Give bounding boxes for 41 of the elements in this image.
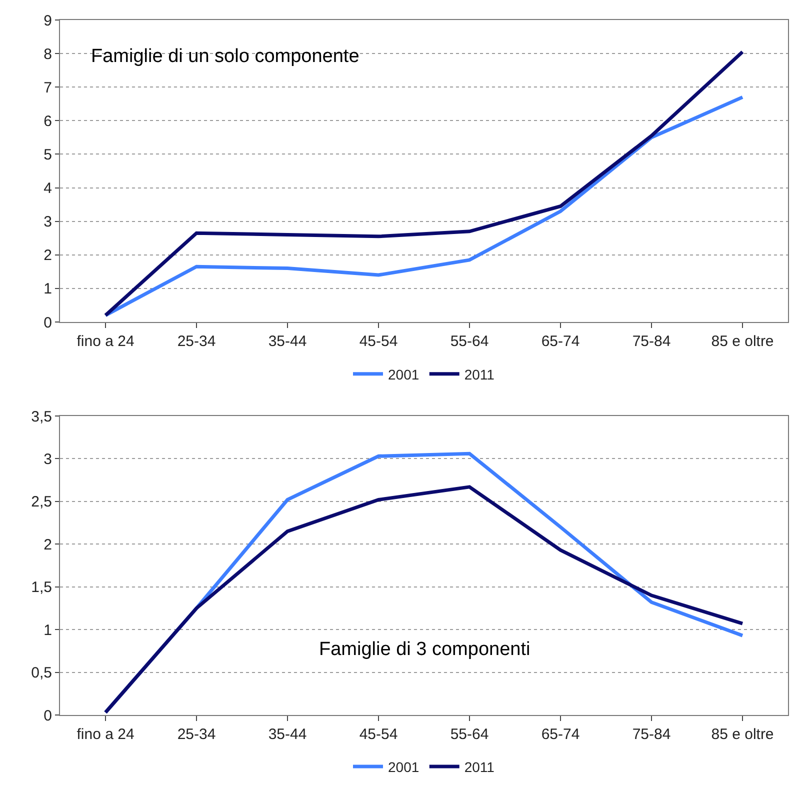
y-tick-label: 9 bbox=[44, 12, 52, 30]
line-series bbox=[104, 95, 744, 318]
y-tick-label: 0 bbox=[44, 707, 52, 724]
y-tick-label: 1,5 bbox=[31, 579, 52, 596]
x-tick-label: 85 e oltre bbox=[711, 333, 774, 350]
x-tick-label: 75-84 bbox=[632, 726, 671, 743]
x-tick-label: 45-54 bbox=[359, 726, 398, 743]
y-tick-label: 6 bbox=[44, 112, 52, 130]
y-tick-label: 3 bbox=[44, 450, 52, 468]
legend-label: 2001 bbox=[388, 366, 420, 382]
y-tick-label: 3,5 bbox=[31, 408, 52, 426]
y-tick-label: 7 bbox=[44, 79, 52, 96]
x-tick-label: 25-34 bbox=[177, 333, 216, 350]
x-tick-label: 55-64 bbox=[450, 333, 489, 350]
annotation: Famiglie di 3 componenti bbox=[319, 639, 530, 660]
annotation: Famiglie di un solo componente bbox=[91, 46, 360, 67]
y-tick-label: 4 bbox=[44, 180, 52, 198]
x-tick-label: 75-84 bbox=[632, 333, 671, 350]
legend-label: 2011 bbox=[464, 758, 495, 775]
y-tick-label: 0,5 bbox=[31, 664, 52, 682]
y-tick-label: 0 bbox=[44, 314, 52, 332]
legend-label: 2011 bbox=[464, 366, 495, 382]
x-tick-label: 35-44 bbox=[268, 333, 307, 350]
y-tick-label: 8 bbox=[44, 46, 52, 63]
x-tick-label: fino a 24 bbox=[76, 333, 134, 350]
x-tick-label: 25-34 bbox=[177, 726, 216, 743]
y-tick-label: 3 bbox=[44, 214, 52, 231]
x-tick-label: 55-64 bbox=[450, 726, 489, 743]
x-tick-label: 65-74 bbox=[541, 333, 580, 350]
x-tick-label: fino a 24 bbox=[76, 726, 134, 743]
y-tick-label: 5 bbox=[44, 146, 52, 164]
y-tick-label: 2 bbox=[44, 536, 52, 554]
y-tick-label: 1 bbox=[44, 622, 52, 639]
legend-label: 2001 bbox=[388, 758, 420, 775]
y-tick-label: 2,5 bbox=[31, 494, 52, 511]
x-tick-label: 65-74 bbox=[541, 726, 580, 743]
y-tick-label: 2 bbox=[44, 247, 52, 264]
x-tick-label: 35-44 bbox=[268, 726, 307, 743]
y-tick-label: 1 bbox=[44, 280, 52, 298]
x-tick-label: 45-54 bbox=[359, 333, 398, 350]
x-tick-label: 85 e oltre bbox=[711, 726, 774, 743]
